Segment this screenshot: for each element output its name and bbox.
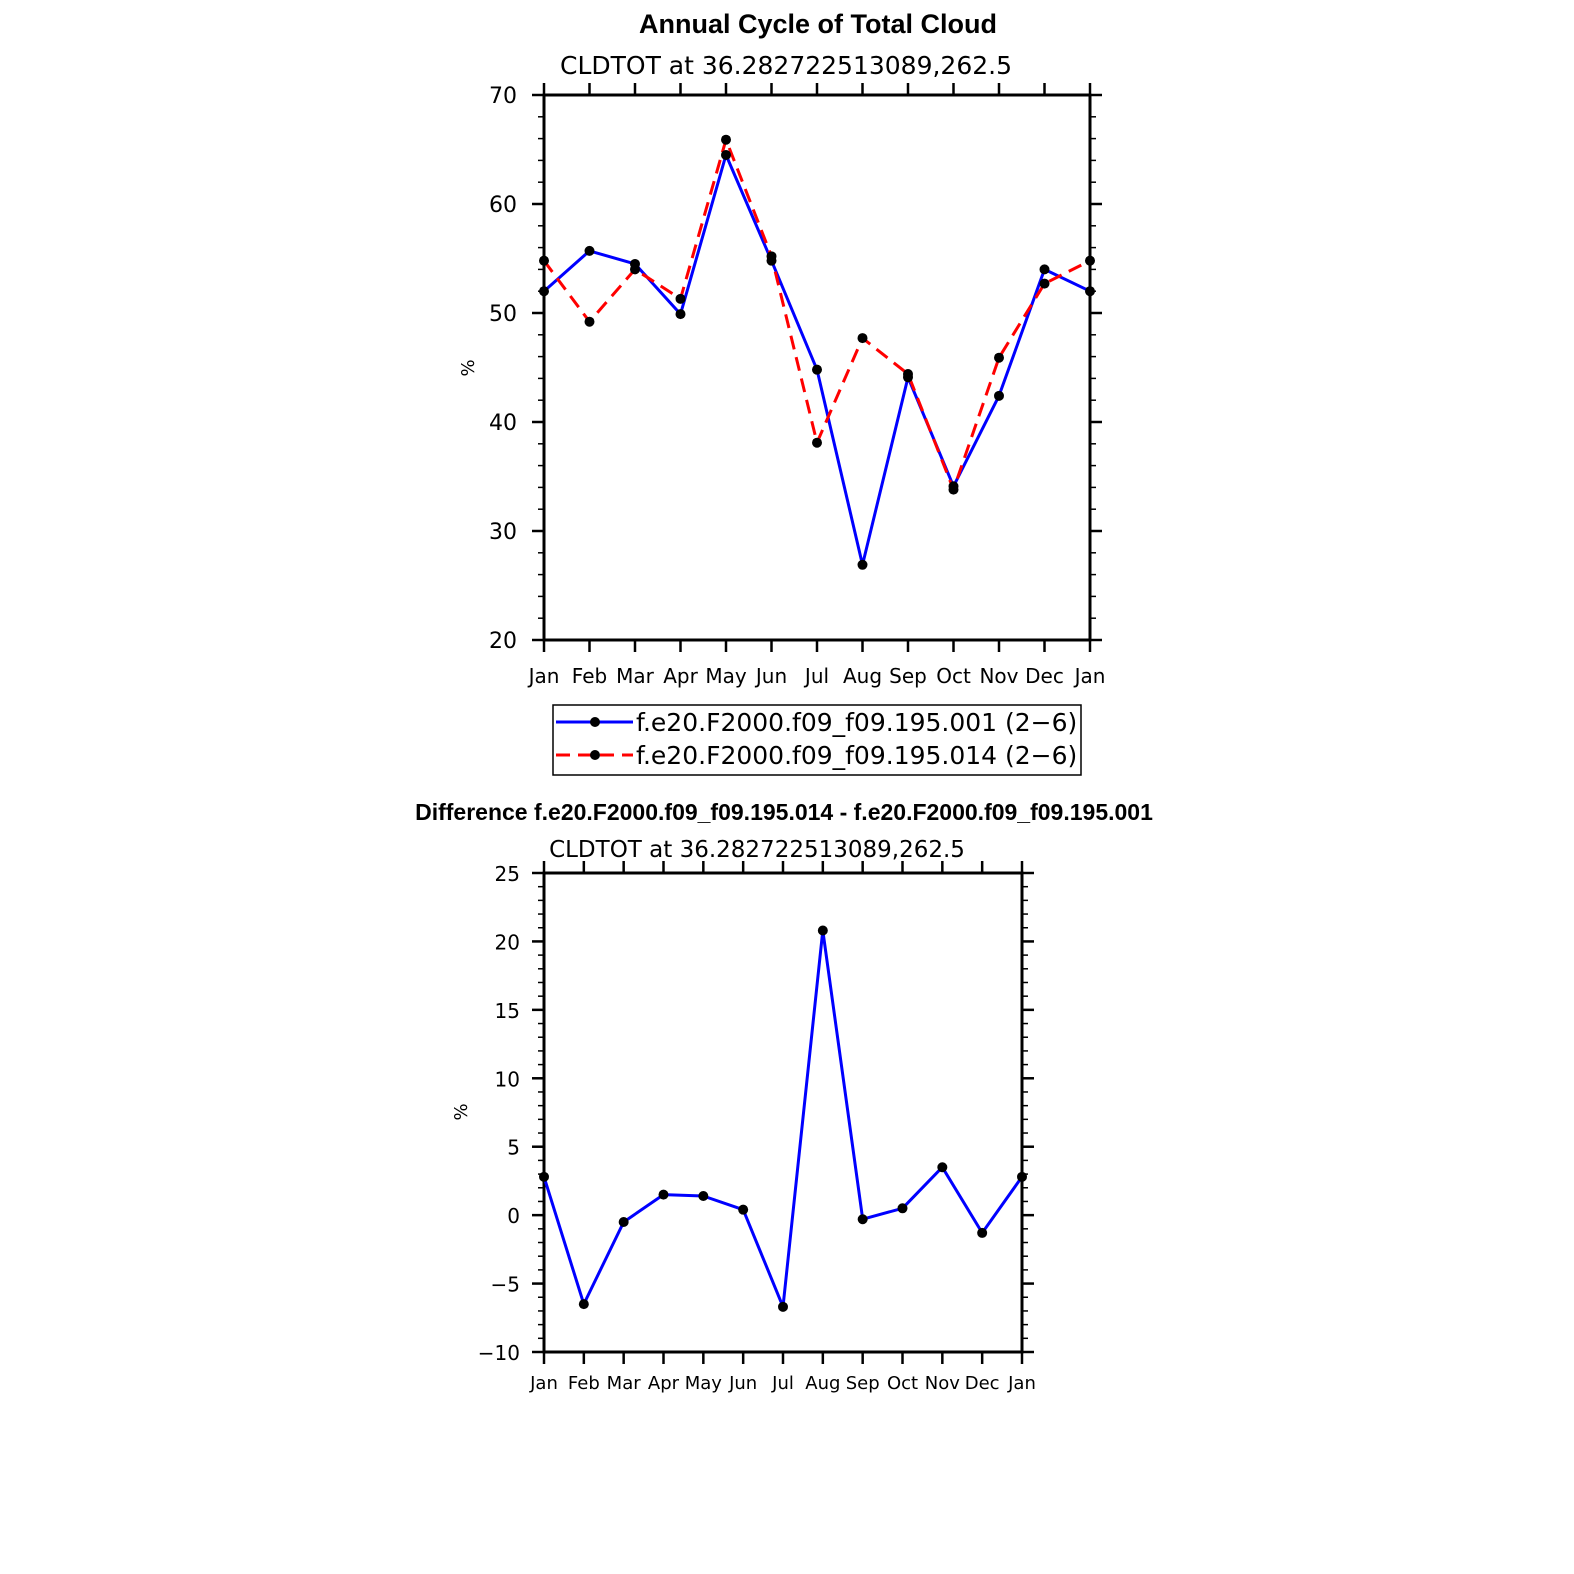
chart1-y-tick-label-1: 30 xyxy=(489,520,517,545)
chart2-x-tick-label-0: Jan xyxy=(529,1373,558,1394)
annual-cycle-chart: Annual Cycle of Total Cloud CLDTOT at 36… xyxy=(458,9,1105,776)
chart2-series-1-point-12 xyxy=(1017,1171,1027,1182)
chart2-series-1-point-9 xyxy=(897,1203,908,1214)
legend-marker-series-1 xyxy=(590,717,600,727)
chart2-series-1-point-0 xyxy=(539,1171,549,1182)
chart2-x-tick-label-4: May xyxy=(685,1373,723,1394)
legend-box xyxy=(552,704,1082,776)
chart1-series-2-point-3 xyxy=(675,293,686,304)
chart2-x-tick-label-11: Dec xyxy=(965,1373,1000,1394)
chart2-y-tick-label-4: 10 xyxy=(495,1067,520,1091)
chart1-series-2-point-9 xyxy=(948,484,959,495)
chart1-y-tick-label-0: 20 xyxy=(489,629,517,654)
chart2-x-tick-label-9: Oct xyxy=(887,1373,918,1394)
chart2-y-tick-label-6: 20 xyxy=(495,930,520,954)
chart2-x-tick-label-3: Apr xyxy=(648,1373,680,1394)
chart2-y-tick-label-0: −10 xyxy=(478,1341,520,1365)
chart2-series-1-point-7 xyxy=(817,925,828,936)
legend-label-series-1: f.e20.F2000.f09_f09.195.001 (2−6) xyxy=(636,708,1077,737)
chart1-series-2-point-4 xyxy=(721,134,731,145)
chart1-series-2-point-5 xyxy=(766,251,777,262)
chart1-series-2-point-1 xyxy=(584,316,595,327)
chart1-x-tick-label-1: Feb xyxy=(572,664,607,688)
chart2-title: Difference f.e20.F2000.f09_f09.195.014 -… xyxy=(415,799,1153,825)
chart1-series-1-point-7 xyxy=(857,559,868,570)
chart2-subtitle: CLDTOT at 36.282722513089,262.5 xyxy=(549,837,965,863)
chart2-y-tick-label-3: 5 xyxy=(507,1136,520,1160)
chart1-y-tick-label-3: 50 xyxy=(489,302,517,327)
chart1-title: Annual Cycle of Total Cloud xyxy=(639,9,997,39)
chart1-legend: f.e20.F2000.f09_f09.195.001 (2−6) f.e20.… xyxy=(552,704,1082,776)
chart2-series-1-point-10 xyxy=(937,1162,948,1173)
chart2-x-tick-label-8: Sep xyxy=(846,1373,880,1394)
chart2-series-1-point-6 xyxy=(778,1301,788,1312)
chart1-series-2-point-8 xyxy=(903,369,913,380)
chart1-series-1-point-4 xyxy=(721,149,731,160)
chart2-x-tick-label-7: Aug xyxy=(805,1373,840,1394)
chart1-series-1-point-6 xyxy=(812,364,822,375)
chart2-series-1-point-1 xyxy=(578,1299,589,1310)
chart2-y-axis-label: % xyxy=(451,1103,472,1120)
chart2-y-tick-label-5: 15 xyxy=(495,999,520,1023)
chart1-subtitle: CLDTOT at 36.282722513089,262.5 xyxy=(560,51,1012,80)
chart1-series-2-point-11 xyxy=(1039,278,1050,289)
chart1-x-tick-label-5: Jun xyxy=(754,664,787,688)
chart1-series-1-point-11 xyxy=(1039,264,1050,275)
chart1-x-tick-label-2: Mar xyxy=(616,664,655,688)
chart2-series-1-point-4 xyxy=(698,1190,709,1201)
chart1-series-2-point-2 xyxy=(630,264,640,275)
chart2-series-1-point-5 xyxy=(738,1204,749,1215)
chart2-x-tick-label-5: Jun xyxy=(728,1373,757,1394)
chart1-series-1-point-12 xyxy=(1085,286,1095,297)
chart1-y-tick-label-2: 40 xyxy=(489,411,517,436)
chart1-x-tick-label-4: May xyxy=(705,664,747,688)
chart2-y-tick-label-2: 0 xyxy=(507,1204,520,1228)
chart2-series-group xyxy=(539,925,1027,1312)
chart2-series-1-point-2 xyxy=(618,1216,629,1227)
chart2-y-tick-label-7: 25 xyxy=(495,862,520,886)
chart1-series-2-point-0 xyxy=(539,255,549,266)
chart1-y-tick-label-4: 60 xyxy=(489,193,517,218)
legend-marker-series-2 xyxy=(590,750,600,760)
chart1-axes: 20 30 40 50 60 70 Jan Feb Mar Apr May Jun Jul Aug Sep O… xyxy=(489,83,1105,688)
chart1-y-tick-label-5: 70 xyxy=(489,84,517,109)
chart1-x-tick-label-9: Oct xyxy=(936,664,971,688)
chart1-series-2-point-10 xyxy=(994,352,1004,363)
chart2-x-tick-label-1: Feb xyxy=(568,1373,600,1394)
chart1-x-tick-label-10: Nov xyxy=(979,664,1018,688)
chart1-x-tick-label-6: Jul xyxy=(803,664,829,688)
chart1-series-1-point-3 xyxy=(675,309,686,320)
chart1-x-tick-label-11: Dec xyxy=(1025,664,1064,688)
chart1-series-2-point-7 xyxy=(857,333,868,344)
chart2-x-tick-label-2: Mar xyxy=(607,1373,642,1394)
chart1-x-tick-label-12: Jan xyxy=(1073,664,1106,688)
chart2-axes: −10 −5 0 5 10 15 20 25 Jan Feb Mar Apr May Jun Jul Aug S… xyxy=(478,861,1036,1394)
chart1-series-1-point-1 xyxy=(584,245,595,256)
chart1-x-tick-label-0: Jan xyxy=(527,664,560,688)
chart2-y-tick-label-1: −5 xyxy=(491,1273,520,1297)
chart1-x-tick-label-3: Apr xyxy=(663,664,698,688)
chart1-series-2-point-6 xyxy=(812,437,822,448)
legend-label-series-2: f.e20.F2000.f09_f09.195.014 (2−6) xyxy=(636,741,1077,770)
chart2-series-1-point-11 xyxy=(977,1227,988,1238)
chart2-x-tick-label-10: Nov xyxy=(925,1373,960,1394)
chart2-x-tick-label-6: Jul xyxy=(771,1373,794,1394)
chart2-series-1-point-8 xyxy=(857,1214,868,1225)
chart1-x-tick-label-7: Aug xyxy=(843,664,882,688)
chart2-series-1-point-3 xyxy=(658,1189,669,1200)
chart1-series-group xyxy=(539,134,1095,570)
chart1-y-axis-label: % xyxy=(458,359,479,376)
chart1-series-1-point-0 xyxy=(539,286,549,297)
chart1-series-2-point-12 xyxy=(1085,255,1095,266)
chart2-x-tick-label-12: Jan xyxy=(1007,1373,1036,1394)
difference-chart: Difference f.e20.F2000.f09_f09.195.014 -… xyxy=(415,799,1153,1394)
chart1-series-1-point-10 xyxy=(994,390,1004,401)
chart1-x-tick-label-8: Sep xyxy=(889,664,927,688)
